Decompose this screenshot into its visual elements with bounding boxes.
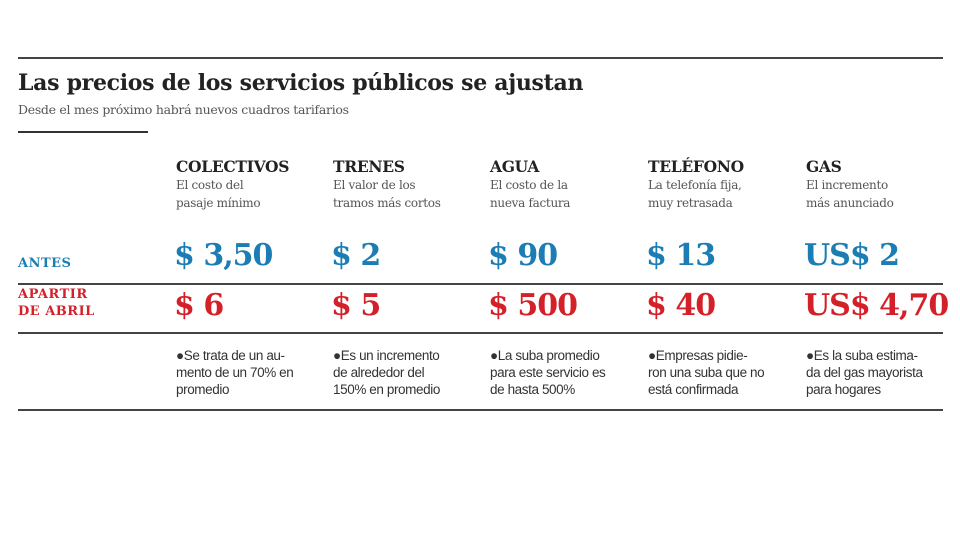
column-header: TELÉFONO La telefonía fija, muy retrasad…: [648, 157, 798, 212]
note-line2: da del gas mayorista: [806, 365, 923, 380]
row-label-despues-line1: APARTIR: [18, 287, 88, 302]
price-despues: US$ 4,70: [804, 288, 949, 323]
note-line3: promedio: [176, 382, 230, 397]
bullet-icon: ●: [490, 348, 498, 363]
service-desc-line2: más anunciado: [806, 196, 894, 210]
note-line1-text: La suba promedio: [497, 348, 600, 363]
price-antes: $ 2: [331, 238, 381, 273]
price-despues: $ 6: [174, 288, 224, 323]
service-desc-line1: El costo de la: [490, 178, 568, 192]
note: ●Se trata de un au- mento de un 70% en p…: [176, 347, 326, 398]
note-line2: de alrededor del: [333, 365, 425, 380]
note-line3: para hogares: [806, 382, 881, 397]
service-name: TELÉFONO: [648, 157, 744, 176]
bullet-icon: ●: [333, 348, 341, 363]
row-label-despues-line2: DE ABRIL: [18, 304, 95, 319]
service-desc-line2: pasaje mínimo: [176, 196, 261, 210]
row-label-antes: ANTES: [18, 256, 72, 271]
service-desc-line1: El costo del: [176, 178, 244, 192]
bottom-rule: [18, 409, 943, 411]
service-name: TRENES: [333, 157, 405, 176]
note-line3: de hasta 500%: [490, 382, 575, 397]
note-line1: ●Es un incremento: [333, 347, 483, 364]
price-antes: $ 90: [488, 238, 558, 273]
bullet-icon: ●: [806, 348, 814, 363]
note-line3: 150% en promedio: [333, 382, 440, 397]
service-name: GAS: [806, 157, 842, 176]
service-desc-line1: El incremento: [806, 178, 888, 192]
price-despues: $ 40: [646, 288, 716, 323]
service-desc-line1: La telefonía fija,: [648, 178, 742, 192]
note-line2: mento de un 70% en: [176, 365, 294, 380]
service-name: AGUA: [490, 157, 540, 176]
price-despues: $ 500: [488, 288, 578, 323]
note: ●Es la suba estima- da del gas mayorista…: [806, 347, 956, 398]
note-line2: ron una suba que no: [648, 365, 765, 380]
note-line2: para este servicio es: [490, 365, 606, 380]
page-title: Las precios de los servicios públicos se…: [18, 70, 584, 96]
note: ●Empresas pidie- ron una suba que no est…: [648, 347, 798, 398]
price-despues: $ 5: [331, 288, 381, 323]
service-name: COLECTIVOS: [176, 157, 290, 176]
top-rule: [18, 57, 943, 59]
note-line1-text: Es la suba estima-: [813, 348, 918, 363]
row-divider: [18, 283, 943, 285]
bullet-icon: ●: [648, 348, 656, 363]
note-line1: ●La suba promedio: [490, 347, 640, 364]
note-line3: está confirmada: [648, 382, 739, 397]
note-line1-text: Se trata de un au-: [183, 348, 285, 363]
price-antes: US$ 2: [804, 238, 900, 273]
column-header: TRENES El valor de los tramos más cortos: [333, 157, 483, 212]
note-line1-text: Es un incremento: [340, 348, 440, 363]
service-desc-line2: muy retrasada: [648, 196, 733, 210]
column-header: AGUA El costo de la nueva factura: [490, 157, 640, 212]
subtitle: Desde el mes próximo habrá nuevos cuadro…: [18, 102, 349, 117]
service-desc-line2: nueva factura: [490, 196, 571, 210]
note-line1: ●Se trata de un au-: [176, 347, 326, 364]
service-desc-line2: tramos más cortos: [333, 196, 441, 210]
note: ●La suba promedio para este servicio es …: [490, 347, 640, 398]
row-divider: [18, 332, 943, 334]
title-underline: [18, 131, 148, 133]
row-label-despues: APARTIR DE ABRIL: [18, 286, 95, 320]
note-line1: ●Es la suba estima-: [806, 347, 956, 364]
note: ●Es un incremento de alrededor del 150% …: [333, 347, 483, 398]
price-antes: $ 13: [646, 238, 716, 273]
price-antes: $ 3,50: [174, 238, 273, 273]
service-desc-line1: El valor de los: [333, 178, 416, 192]
column-header: COLECTIVOS El costo del pasaje mínimo: [176, 157, 326, 212]
note-line1: ●Empresas pidie-: [648, 347, 798, 364]
bullet-icon: ●: [176, 348, 184, 363]
note-line1-text: Empresas pidie-: [655, 348, 748, 363]
column-header: GAS El incremento más anunciado: [806, 157, 956, 212]
